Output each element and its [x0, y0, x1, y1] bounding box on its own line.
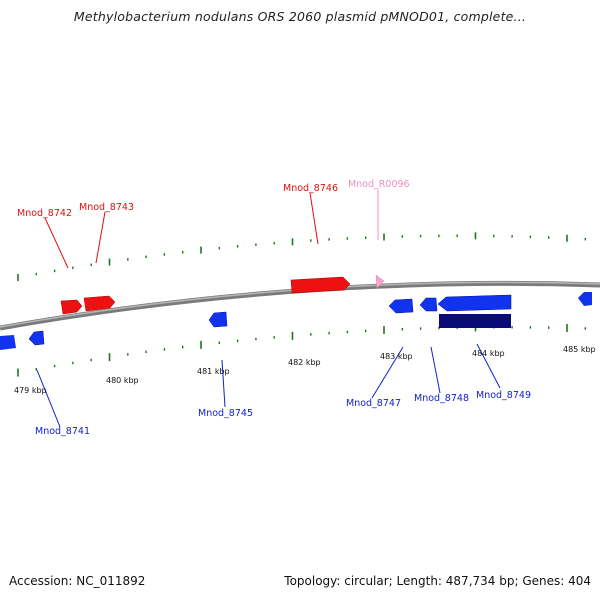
gene-labels: Mnod_8742 Mnod_8743 Mnod_8746 Mnod_R0096… — [17, 179, 531, 437]
gene-label-mnod-8746[interactable]: Mnod_8746 — [283, 183, 338, 194]
scale-label-482: 482 kbp — [288, 358, 321, 367]
forward-strand-genes — [60, 274, 385, 315]
lower-tick-track — [17, 323, 586, 377]
gene-arrow-mnod-8743[interactable] — [83, 295, 116, 312]
gene-arrow-mnod-r0096[interactable] — [375, 274, 385, 289]
map-title: Methylobacterium nodulans ORS 2060 plasm… — [73, 9, 527, 24]
scale-label-483: 483 kbp — [380, 352, 413, 361]
gene-label-mnod-r0096[interactable]: Mnod_R0096 — [348, 179, 410, 190]
gene-arrow-mnod-8748[interactable] — [419, 297, 438, 312]
gene-arrow-partial-left[interactable] — [0, 335, 16, 350]
gene-arrow-mnod-8746[interactable] — [290, 276, 351, 294]
gene-label-mnod-8741[interactable]: Mnod_8741 — [35, 426, 90, 437]
gene-label-mnod-8748[interactable]: Mnod_8748 — [414, 393, 469, 404]
gene-arrow-partial-right[interactable] — [578, 292, 592, 306]
cds-bar-mnod-8749[interactable] — [439, 314, 511, 328]
scale-label-481: 481 kbp — [197, 367, 230, 376]
gene-label-mnod-8743[interactable]: Mnod_8743 — [79, 202, 134, 213]
scale-label-485: 485 kbp — [563, 345, 596, 354]
gene-label-mnod-8742[interactable]: Mnod_8742 — [17, 208, 72, 219]
scale-label-479: 479 kbp — [14, 386, 47, 395]
leader-lines — [36, 190, 501, 428]
gene-label-mnod-8747[interactable]: Mnod_8747 — [346, 398, 401, 409]
upper-tick-track — [17, 232, 586, 282]
gene-arrow-mnod-8747[interactable] — [388, 298, 414, 314]
gene-arrow-mnod-8745[interactable] — [208, 311, 228, 328]
scale-labels: 479 kbp 480 kbp 481 kbp 482 kbp 483 kbp … — [14, 345, 596, 395]
scale-label-484: 484 kbp — [472, 349, 505, 358]
topology-summary: Topology: circular; Length: 487,734 bp; … — [284, 574, 591, 588]
gene-arrow-mnod-8742[interactable] — [60, 299, 83, 315]
gene-label-mnod-8749[interactable]: Mnod_8749 — [476, 390, 531, 401]
gene-label-mnod-8745[interactable]: Mnod_8745 — [198, 408, 253, 419]
scale-label-480: 480 kbp — [106, 376, 139, 385]
accession-text: Accession: NC_011892 — [9, 574, 146, 588]
reverse-strand-genes — [0, 292, 592, 350]
gene-arrow-mnod-8749[interactable] — [437, 294, 512, 312]
gene-arrow-mnod-8741[interactable] — [28, 330, 45, 346]
